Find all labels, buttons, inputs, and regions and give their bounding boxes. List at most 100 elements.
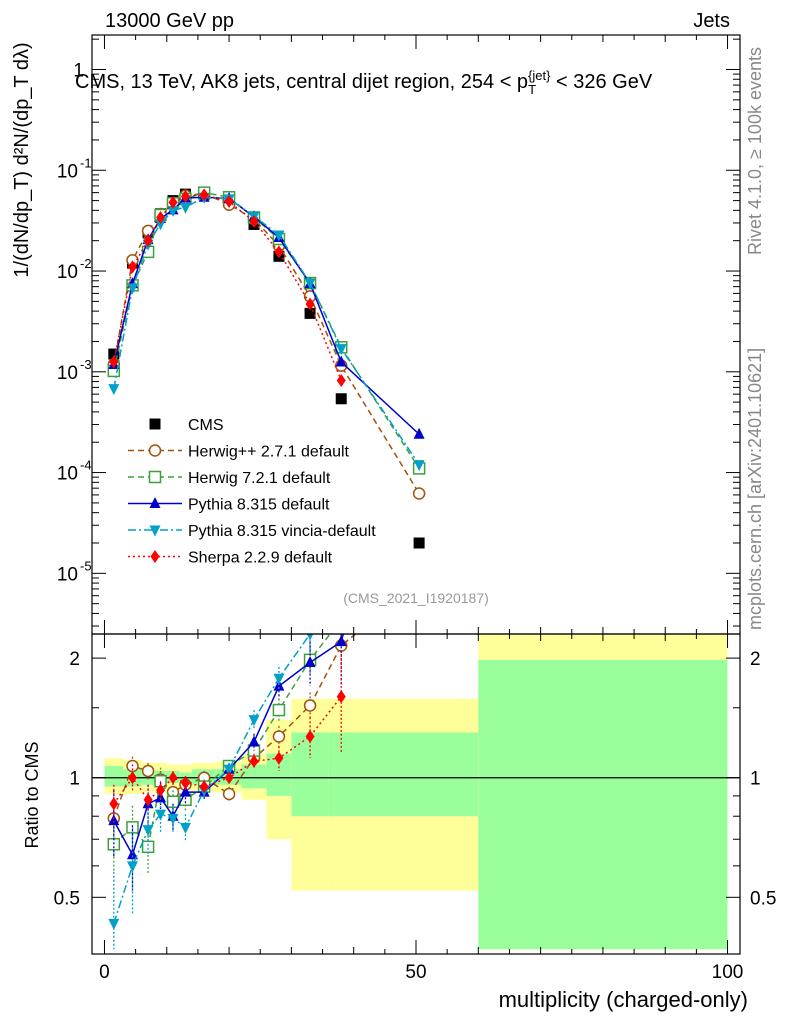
y-tick-exponent: -1	[80, 155, 92, 170]
ratio-point-pythia-8-315-vincia-default	[179, 822, 191, 834]
y-tick-label: 10	[57, 564, 78, 585]
main-series	[107, 186, 426, 549]
point-sherpa-2-2-9-default	[143, 234, 153, 248]
y-tick-label: 1	[73, 61, 84, 82]
point-pythia-8-315-vincia-default	[108, 384, 120, 396]
legend-marker-herwig-7-2-1-default	[148, 470, 162, 484]
point-pythia-8-315-vincia-default	[273, 230, 285, 242]
ratio-point-pythia-8-315-vincia-default	[223, 764, 235, 776]
point-sherpa-2-2-9-default	[336, 373, 346, 387]
ratio-point-sherpa-2-2-9-default	[336, 690, 346, 704]
ratio-point-sherpa-2-2-9-default	[143, 793, 153, 807]
y-tick-label: 10	[57, 464, 78, 485]
series-line-sherpa-2-2-9-default	[113, 194, 342, 381]
point-pythia-8-315-vincia-default	[179, 202, 191, 214]
ratio-point-pythia-8-315-default	[273, 679, 285, 691]
ratio-point-pythia-8-315-default	[127, 848, 138, 860]
ratio-point-pythia-8-315-vincia-default	[108, 918, 120, 930]
ratio-point-herwig-2-7-1-default	[222, 787, 236, 801]
ratio-point-pythia-8-315-vincia-default	[248, 715, 260, 727]
ratio-point-sherpa-2-2-9-default	[168, 771, 178, 785]
point-pythia-8-315-vincia-default	[304, 278, 316, 290]
ratio-point-pythia-8-315-vincia-default	[306, 634, 314, 641]
point-sherpa-2-2-9-default	[274, 245, 284, 259]
rivet-version-label: Rivet 4.1.0, ≥ 100k events	[745, 47, 765, 255]
y-tick-label: 10	[57, 363, 78, 384]
y-tick-exponent: -4	[80, 458, 92, 473]
ratio-point-herwig-2-7-1-default	[414, 577, 425, 588]
y-axis-label: 1/(dN/dp_T) d²N/(dp_T dλ)	[11, 42, 33, 277]
point-sherpa-2-2-9-default	[109, 355, 119, 369]
ratio-point-pythia-8-315-vincia-default	[167, 813, 179, 825]
point-cms	[335, 393, 347, 405]
ratio-point-sherpa-2-2-9-default	[305, 729, 315, 743]
y-tick-label: 10	[57, 161, 78, 182]
ratio-series	[107, 342, 425, 950]
legend-label-herwig-7-2-1-default: Herwig 7.2.1 default	[188, 470, 331, 487]
legend-label-pythia-8-315-default: Pythia 8.315 default	[188, 497, 330, 514]
ratio-band-inner	[241, 764, 267, 789]
ratio-point-herwig-2-7-1-default	[272, 730, 286, 743]
point-pythia-8-315-vincia-default	[335, 344, 347, 356]
ratio-point-sherpa-2-2-9-default	[128, 771, 137, 785]
ratio-band-inner	[291, 732, 329, 817]
y-axis-label-text: 1/(dN/dp_T) d²N/(dp_T dλ)	[11, 42, 33, 277]
ratio-band-inner	[104, 766, 124, 787]
ratio-band-inner	[328, 732, 479, 817]
ratio-point-herwig-7-2-1-default	[141, 840, 155, 854]
point-sherpa-2-2-9-default	[224, 194, 234, 208]
point-cms	[108, 348, 120, 360]
legend-label-cms: CMS	[188, 417, 224, 434]
ratio-point-pythia-8-315-default	[179, 785, 191, 797]
ratio-tick-label-right: 2	[750, 649, 761, 670]
header-process-label: 13000 GeV pp	[105, 10, 234, 32]
ratio-point-sherpa-2-2-9-default	[156, 783, 166, 797]
point-pythia-8-315-default	[335, 355, 347, 367]
point-cms	[304, 307, 316, 319]
point-cms	[413, 537, 425, 549]
analysis-id: (CMS_2021_I1920187)	[343, 590, 489, 606]
ratio-point-herwig-7-2-1-default	[272, 703, 286, 717]
ratio-point-pythia-8-315-default	[248, 735, 260, 747]
legend-marker-sherpa-2-2-9-default	[150, 550, 160, 563]
point-sherpa-2-2-9-default	[249, 215, 259, 229]
point-sherpa-2-2-9-default	[128, 260, 137, 274]
ratio-point-sherpa-2-2-9-default	[249, 754, 259, 768]
legend-label-pythia-8-315-vincia-default: Pythia 8.315 vincia-default	[188, 523, 376, 540]
ratio-point-pythia-8-315-default	[304, 655, 316, 667]
point-sherpa-2-2-9-default	[180, 189, 190, 203]
y-tick-label: 10	[57, 262, 78, 283]
point-herwig-2-7-1-default	[412, 487, 426, 500]
ratio-point-pythia-8-315-default	[414, 342, 425, 353]
ratio-point-pythia-8-315-vincia-default	[127, 861, 138, 873]
plot-title: CMS, 13 TeV, AK8 jets, central dijet reg…	[75, 68, 653, 97]
legend: CMS Herwig++ 2.7.1 default Herwig 7.2.1 de…	[128, 417, 376, 567]
legend-label-sherpa-2-2-9-default: Sherpa 2.2.9 default	[188, 550, 333, 567]
ratio-point-pythia-8-315-default	[108, 814, 120, 826]
ratio-tick-label: 1	[69, 769, 80, 790]
point-sherpa-2-2-9-default	[199, 188, 209, 202]
ratio-point-pythia-8-315-vincia-default	[142, 825, 154, 837]
ratio-band-inner	[478, 659, 728, 950]
ratio-tick-label: 0.5	[54, 888, 80, 909]
point-pythia-8-315-vincia-default	[413, 460, 425, 472]
ratio-point-sherpa-2-2-9-default	[274, 751, 284, 765]
ratio-point-sherpa-2-2-9-default	[109, 797, 119, 811]
point-sherpa-2-2-9-default	[168, 195, 178, 209]
legend-marker-pythia-8-315-vincia-default	[149, 525, 161, 537]
point-sherpa-2-2-9-default	[156, 210, 166, 224]
ratio-tick-label-right: 0.5	[750, 888, 776, 909]
x-tick-label: 100	[712, 962, 744, 983]
point-pythia-8-315-vincia-default	[155, 219, 167, 231]
mcplots-label: mcplots.cern.ch [arXiv:2401.10621]	[745, 348, 765, 630]
ratio-point-sherpa-2-2-9-default	[199, 780, 209, 794]
x-tick-label: 50	[405, 962, 426, 983]
ratio-point-herwig-2-7-1-default	[303, 699, 317, 712]
point-pythia-8-315-vincia-default	[127, 283, 138, 295]
ratio-point-herwig-7-2-1-default	[336, 614, 347, 625]
ratio-point-sherpa-2-2-9-default	[224, 771, 234, 785]
ratio-point-herwig-2-7-1-default	[141, 764, 155, 778]
header-category-label: Jets	[693, 10, 730, 32]
ratio-point-pythia-8-315-vincia-default	[155, 809, 167, 821]
